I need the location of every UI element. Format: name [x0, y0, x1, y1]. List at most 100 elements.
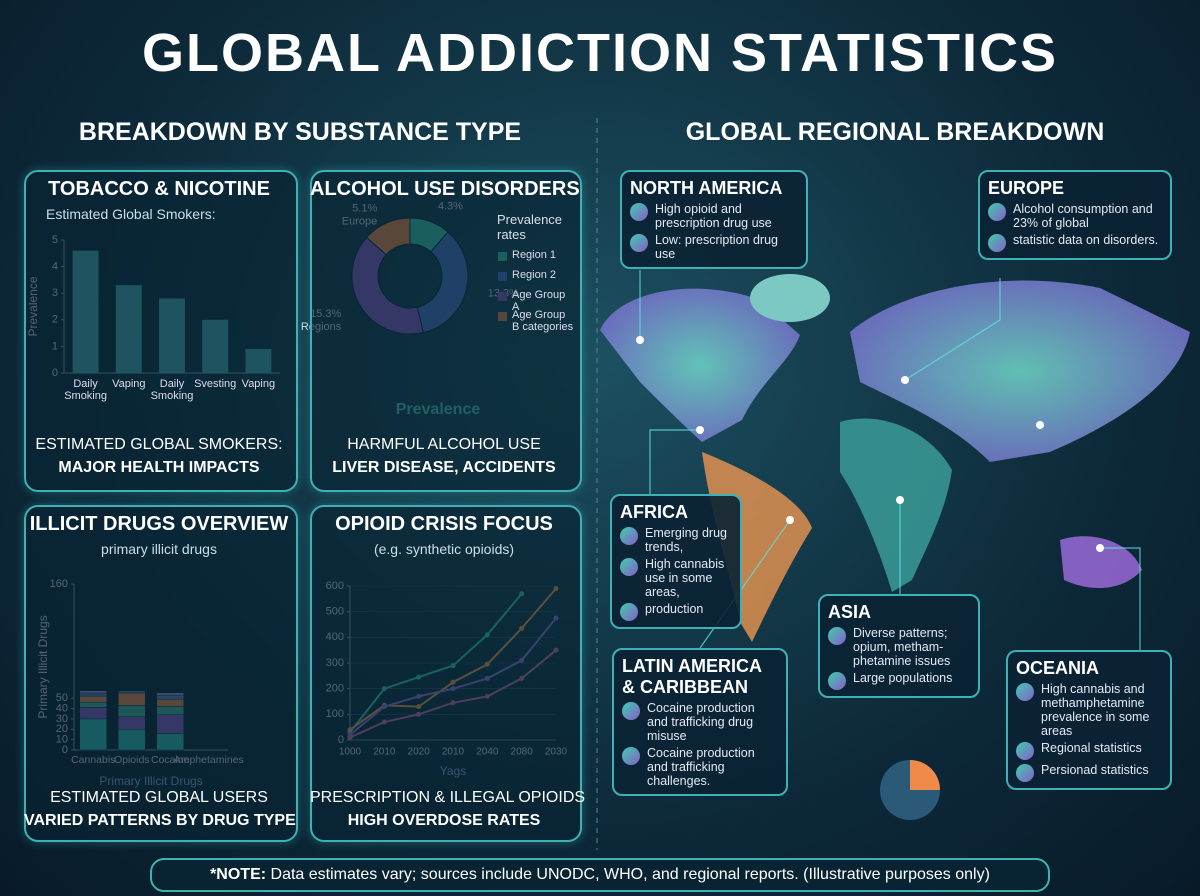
map-chart-icon: [880, 760, 940, 820]
x-tick-label: Daily Smoking: [150, 378, 194, 402]
region-text: Low: prescription drug use: [655, 233, 778, 261]
region-text: Persionad statistics: [1041, 763, 1149, 777]
connector: [904, 278, 1001, 381]
hotspot: [901, 376, 909, 384]
x-tick-label: Daily Smoking: [64, 378, 107, 402]
icon-pie-slice: [910, 760, 940, 790]
note-label: *NOTE:: [210, 866, 267, 883]
region-icon: [1016, 742, 1034, 760]
map-north-america: [600, 288, 800, 442]
hotspot: [1036, 421, 1044, 429]
region-item: statistic data on disorders.: [988, 233, 1162, 252]
region-text: Cocaine production and trafficking drug …: [647, 701, 755, 743]
panel-tobacco: [24, 170, 298, 492]
region-icon: [828, 627, 846, 645]
map-eurasia: [850, 280, 1190, 462]
region-icon: [1016, 683, 1034, 701]
region-item: Cocaine production and trafficking chall…: [622, 746, 778, 788]
panel-footer: VARIED PATTERNS BY DRUG TYPE: [24, 812, 296, 829]
region-item: High opioid and prescription drug use: [630, 202, 798, 230]
region-item: Low: prescription drug use: [630, 233, 798, 261]
region-icon: [620, 558, 638, 576]
region-name: ASIA: [828, 602, 872, 622]
region-box: OCEANIA High cannabis and methamphetamine…: [1006, 650, 1172, 790]
region-icon: [828, 672, 846, 690]
panel-footer: PRESCRIPTION & ILLEGAL OPIOIDS: [310, 789, 586, 806]
region-icon: [1016, 764, 1034, 782]
region-text: Cocaine production and trafficking chall…: [647, 746, 755, 788]
panel-footer: LIVER DISEASE, ACCIDENTS: [332, 459, 556, 476]
region-name: NORTH AMERICA: [630, 178, 783, 198]
hotspot: [1096, 544, 1104, 552]
region-text: High cannabis use in some areas,: [645, 557, 725, 599]
panel-title: ILLICIT DRUGS OVERVIEW: [29, 513, 289, 535]
region-item: Regional statistics: [1016, 741, 1162, 760]
region-box: EUROPE Alcohol consumption and 23% of glo…: [978, 170, 1172, 260]
map-greenland: [750, 274, 830, 322]
legend-title: Prevalence rates: [497, 212, 563, 242]
panel-illicit: [24, 505, 298, 842]
region-text: Regional statistics: [1041, 741, 1142, 755]
panel-footer: ESTIMATED GLOBAL SMOKERS:: [35, 436, 283, 453]
region-item: production: [620, 602, 732, 621]
region-icon: [988, 203, 1006, 221]
legend-label: Age Group B categories: [512, 309, 574, 333]
panel-title: OPIOID CRISIS FOCUS: [335, 513, 553, 535]
section-heading: BREAKDOWN BY SUBSTANCE TYPE: [78, 118, 522, 146]
region-name: EUROPE: [988, 178, 1065, 198]
panel-title: TOBACCO & NICOTINE: [48, 178, 270, 200]
panel-footer: ESTIMATED GLOBAL USERS: [50, 789, 268, 806]
connector: [1100, 547, 1141, 650]
region-icon: [622, 747, 640, 765]
region-text: Diverse patterns; opium, metham-phetamin…: [853, 626, 951, 668]
x-tick-label: Vaping: [241, 378, 276, 390]
note-bar: *NOTE: Data estimates vary; sources incl…: [150, 858, 1050, 892]
main-title: GLOBAL ADDICTION STATISTICS: [142, 23, 1058, 83]
region-icon: [988, 234, 1006, 252]
region-icon: [622, 702, 640, 720]
legend-label: Region 2: [512, 269, 557, 281]
panel-subtitle: (e.g. synthetic opioids): [373, 541, 515, 557]
hotspot: [896, 496, 904, 504]
region-text: Large populations: [853, 671, 953, 685]
region-text: High opioid and prescription drug use: [655, 202, 772, 230]
hotspot: [786, 516, 794, 524]
region-icon: [630, 203, 648, 221]
panel-footer: HIGH OVERDOSE RATES: [347, 812, 541, 829]
panel-subtitle: Estimated Global Smokers:: [46, 206, 216, 222]
region-text: Alcohol consumption and 23% of global: [1013, 202, 1153, 230]
region-name: LATIN AMERICA & CARIBBEAN: [622, 656, 762, 697]
region-icon: [630, 234, 648, 252]
hotspot: [636, 336, 644, 344]
panel-opioid: [310, 505, 582, 842]
region-box: LATIN AMERICA & CARIBBEAN Cocaine product…: [612, 648, 788, 796]
region-item: Diverse patterns; opium, metham-phetamin…: [828, 626, 970, 668]
panel-footer: MAJOR HEALTH IMPACTS: [58, 459, 260, 476]
legend-label: Age Group A: [512, 289, 566, 313]
panel-alcohol: [310, 170, 582, 492]
region-text: High cannabis and methamphetamine preval…: [1041, 682, 1150, 738]
legend-label: Region 1: [512, 249, 557, 261]
connectors: [639, 270, 1141, 650]
region-name: OCEANIA: [1016, 658, 1100, 678]
region-box: ASIA Diverse patterns; opium, metham-phet…: [818, 594, 980, 698]
map-africa: [840, 418, 952, 592]
region-icon: [620, 603, 638, 621]
note-text: Data estimates vary; sources include UNO…: [270, 866, 990, 883]
region-box: AFRICA Emerging drug trends, High cannabis…: [610, 494, 742, 629]
region-item: High cannabis use in some areas,: [620, 557, 732, 599]
hotspots: [636, 336, 1104, 552]
connector: [649, 429, 700, 494]
region-icon: [620, 527, 638, 545]
region-item: Emerging drug trends,: [620, 526, 732, 554]
region-text: statistic data on disorders.: [1013, 233, 1159, 247]
region-item: Cocaine production and trafficking drug …: [622, 701, 778, 743]
region-box: NORTH AMERICA High opioid and prescriptio…: [620, 170, 808, 269]
panel-subtitle: primary illicit drugs: [101, 541, 217, 557]
section-heading: GLOBAL REGIONAL BREAKDOWN: [685, 118, 1105, 146]
region-item: Large populations: [828, 671, 970, 690]
region-name: AFRICA: [620, 502, 688, 522]
region-text: production: [645, 602, 704, 616]
panel-title: ALCOHOL USE DISORDERS: [310, 178, 580, 200]
